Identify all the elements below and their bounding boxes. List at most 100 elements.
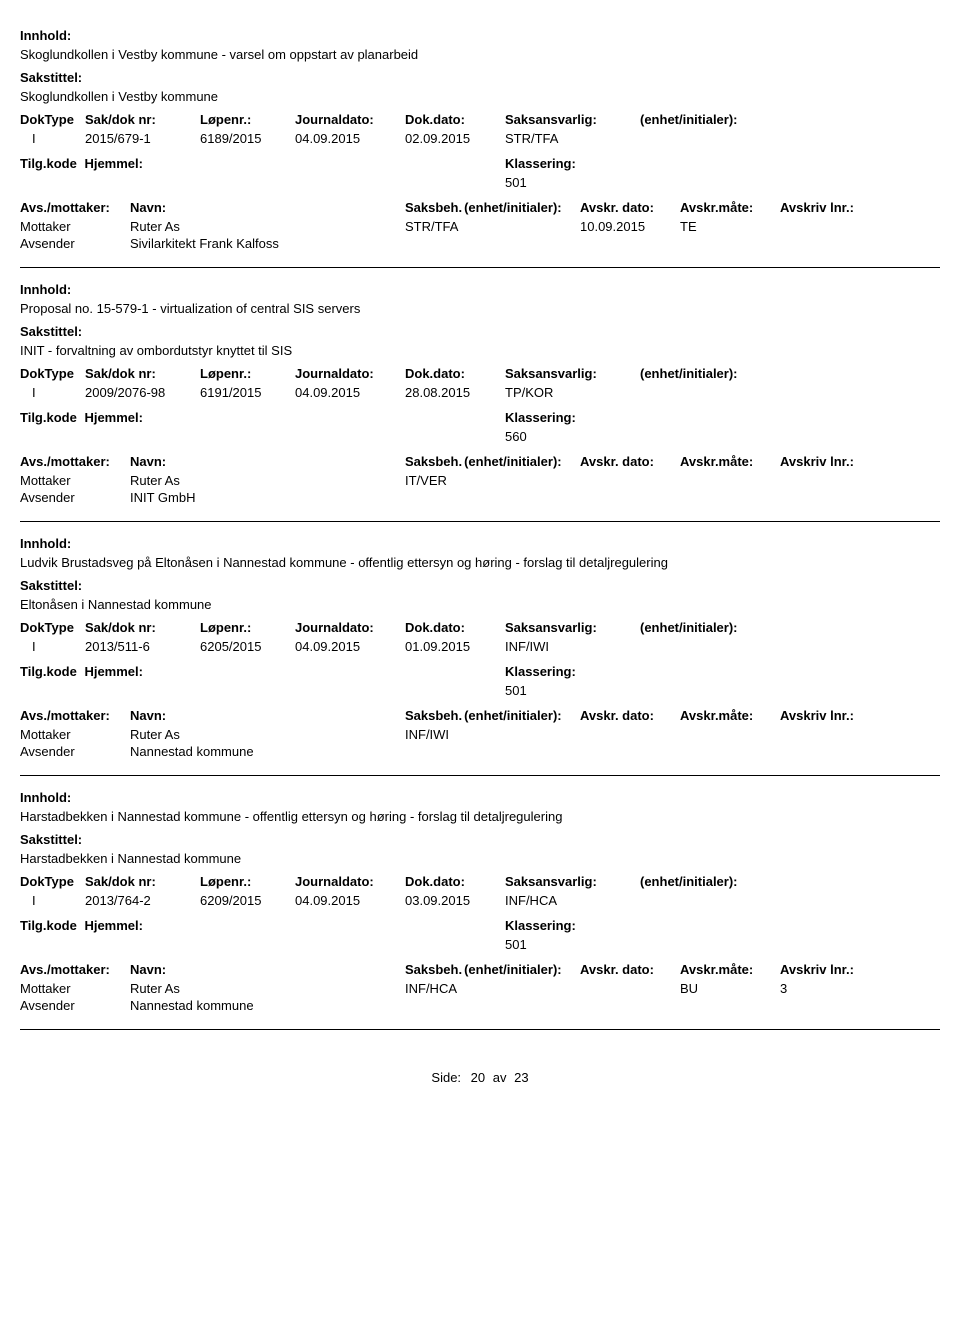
sakdok-value: 2013/511-6 bbox=[85, 639, 200, 654]
meta-header-row: DokType Sak/dok nr: Løpenr.: Journaldato… bbox=[20, 620, 940, 635]
col-journaldato-label: Journaldato: bbox=[295, 112, 405, 127]
col-doktype-label: DokType bbox=[20, 620, 85, 635]
col-saksansvarlig-label: Saksansvarlig: bbox=[505, 366, 640, 381]
col-saksansvarlig-label: Saksansvarlig: bbox=[505, 112, 640, 127]
avsender-role: Avsender bbox=[20, 744, 130, 759]
avsmottaker-label: Avs./mottaker: bbox=[20, 962, 130, 977]
mottaker-role: Mottaker bbox=[20, 727, 130, 742]
mottaker-saksb: STR/TFA bbox=[405, 219, 580, 234]
dokdato-value: 28.08.2015 bbox=[405, 385, 505, 400]
avsender-row: Avsender Nannestad kommune bbox=[20, 998, 940, 1013]
avsmottaker-label: Avs./mottaker: bbox=[20, 200, 130, 215]
avsender-navn: Nannestad kommune bbox=[130, 998, 405, 1013]
saksansvarlig-value: INF/HCA bbox=[505, 893, 640, 908]
innhold-label: Innhold: bbox=[20, 282, 940, 297]
innhold-value: Skoglundkollen i Vestby kommune - varsel… bbox=[20, 47, 940, 62]
mottaker-row: Mottaker Ruter As INF/IWI bbox=[20, 727, 940, 742]
dokdato-value: 02.09.2015 bbox=[405, 131, 505, 146]
page-footer: Side: 20 av 23 bbox=[20, 1070, 940, 1085]
sakdok-value: 2009/2076-98 bbox=[85, 385, 200, 400]
saksansvarlig-value: STR/TFA bbox=[505, 131, 640, 146]
doktype-value: I bbox=[20, 131, 85, 146]
klassering-label: Klassering: bbox=[505, 918, 576, 933]
innhold-value: Proposal no. 15-579-1 - virtualization o… bbox=[20, 301, 940, 316]
avskrdato-label: Avskr. dato: bbox=[580, 708, 680, 723]
mottaker-avmate bbox=[680, 727, 780, 742]
sakstittel-label: Sakstittel: bbox=[20, 70, 940, 85]
mottaker-row: Mottaker Ruter As STR/TFA 10.09.2015 TE bbox=[20, 219, 940, 234]
tilgkode-label: Tilg.kode bbox=[20, 156, 77, 171]
klassering-value: 501 bbox=[505, 175, 940, 190]
avskrdato-label: Avskr. dato: bbox=[580, 962, 680, 977]
lopenr-value: 6189/2015 bbox=[200, 131, 295, 146]
mottaker-saksb: INF/HCA bbox=[405, 981, 580, 996]
tilg-klass-header: Tilg.kode Hjemmel: Klassering: bbox=[20, 410, 940, 425]
klassering-label: Klassering: bbox=[505, 664, 576, 679]
col-doktype-label: DokType bbox=[20, 874, 85, 889]
avsmottaker-label: Avs./mottaker: bbox=[20, 708, 130, 723]
klassering-label: Klassering: bbox=[505, 156, 576, 171]
dokdato-value: 03.09.2015 bbox=[405, 893, 505, 908]
sakdok-value: 2013/764-2 bbox=[85, 893, 200, 908]
journal-record: Innhold: Harstadbekken i Nannestad kommu… bbox=[20, 790, 940, 1030]
col-dokdato-label: Dok.dato: bbox=[405, 112, 505, 127]
avsmottaker-header: Avs./mottaker: Navn: Saksbeh.(enhet/init… bbox=[20, 454, 940, 469]
mottaker-role: Mottaker bbox=[20, 219, 130, 234]
mottaker-avdato bbox=[580, 473, 680, 488]
avsender-role: Avsender bbox=[20, 490, 130, 505]
footer-av-label: av bbox=[493, 1070, 507, 1085]
mottaker-avdato bbox=[580, 981, 680, 996]
innhold-label: Innhold: bbox=[20, 536, 940, 551]
col-journaldato-label: Journaldato: bbox=[295, 874, 405, 889]
sakstittel-value: Eltonåsen i Nannestad kommune bbox=[20, 597, 940, 612]
col-journaldato-label: Journaldato: bbox=[295, 366, 405, 381]
mottaker-role: Mottaker bbox=[20, 981, 130, 996]
meta-value-row: I 2013/511-6 6205/2015 04.09.2015 01.09.… bbox=[20, 639, 940, 654]
lopenr-value: 6205/2015 bbox=[200, 639, 295, 654]
meta-header-row: DokType Sak/dok nr: Løpenr.: Journaldato… bbox=[20, 112, 940, 127]
mottaker-avlnr bbox=[780, 727, 940, 742]
col-dokdato-label: Dok.dato: bbox=[405, 366, 505, 381]
tilgkode-label: Tilg.kode bbox=[20, 664, 77, 679]
mottaker-navn: Ruter As bbox=[130, 473, 405, 488]
avsender-role: Avsender bbox=[20, 998, 130, 1013]
hjemmel-label: Hjemmel: bbox=[84, 918, 143, 933]
mottaker-row: Mottaker Ruter As IT/VER bbox=[20, 473, 940, 488]
col-enhet-label: (enhet/initialer): bbox=[640, 112, 940, 127]
avskrivlnr-label: Avskriv lnr.: bbox=[780, 962, 940, 977]
avsender-row: Avsender Nannestad kommune bbox=[20, 744, 940, 759]
mottaker-row: Mottaker Ruter As INF/HCA BU 3 bbox=[20, 981, 940, 996]
mottaker-navn: Ruter As bbox=[130, 219, 405, 234]
mottaker-navn: Ruter As bbox=[130, 727, 405, 742]
avskrmate-label: Avskr.måte: bbox=[680, 962, 780, 977]
sakstittel-value: Harstadbekken i Nannestad kommune bbox=[20, 851, 940, 866]
meta-value-row: I 2009/2076-98 6191/2015 04.09.2015 28.0… bbox=[20, 385, 940, 400]
col-enhet-label: (enhet/initialer): bbox=[640, 620, 940, 635]
innhold-value: Ludvik Brustadsveg på Eltonåsen i Nannes… bbox=[20, 555, 940, 570]
avsmottaker-header: Avs./mottaker: Navn: Saksbeh.(enhet/init… bbox=[20, 708, 940, 723]
doktype-value: I bbox=[20, 639, 85, 654]
avskrmate-label: Avskr.måte: bbox=[680, 454, 780, 469]
col-sakdok-label: Sak/dok nr: bbox=[85, 620, 200, 635]
navn-label: Navn: bbox=[130, 962, 405, 977]
saksbeh-label: Saksbeh.(enhet/initialer): bbox=[405, 200, 580, 215]
meta-value-row: I 2015/679-1 6189/2015 04.09.2015 02.09.… bbox=[20, 131, 940, 146]
footer-page-total: 23 bbox=[514, 1070, 528, 1085]
mottaker-avdato bbox=[580, 727, 680, 742]
avskrivlnr-label: Avskriv lnr.: bbox=[780, 708, 940, 723]
mottaker-saksb: INF/IWI bbox=[405, 727, 580, 742]
avsender-row: Avsender INIT GmbH bbox=[20, 490, 940, 505]
col-sakdok-label: Sak/dok nr: bbox=[85, 366, 200, 381]
avsender-role: Avsender bbox=[20, 236, 130, 251]
meta-value-row: I 2013/764-2 6209/2015 04.09.2015 03.09.… bbox=[20, 893, 940, 908]
col-dokdato-label: Dok.dato: bbox=[405, 620, 505, 635]
avsender-navn: INIT GmbH bbox=[130, 490, 405, 505]
tilg-klass-header: Tilg.kode Hjemmel: Klassering: bbox=[20, 918, 940, 933]
saksansvarlig-value: TP/KOR bbox=[505, 385, 640, 400]
col-doktype-label: DokType bbox=[20, 366, 85, 381]
footer-page-current: 20 bbox=[471, 1070, 485, 1085]
tilgkode-label: Tilg.kode bbox=[20, 918, 77, 933]
dokdato-value: 01.09.2015 bbox=[405, 639, 505, 654]
col-journaldato-label: Journaldato: bbox=[295, 620, 405, 635]
mottaker-avlnr bbox=[780, 473, 940, 488]
